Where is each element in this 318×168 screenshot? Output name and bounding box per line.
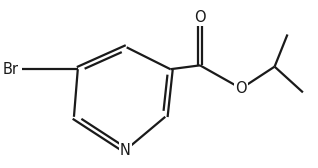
- Text: N: N: [120, 143, 131, 158]
- Text: O: O: [194, 10, 206, 25]
- Text: Br: Br: [3, 62, 19, 77]
- Text: O: O: [235, 81, 247, 96]
